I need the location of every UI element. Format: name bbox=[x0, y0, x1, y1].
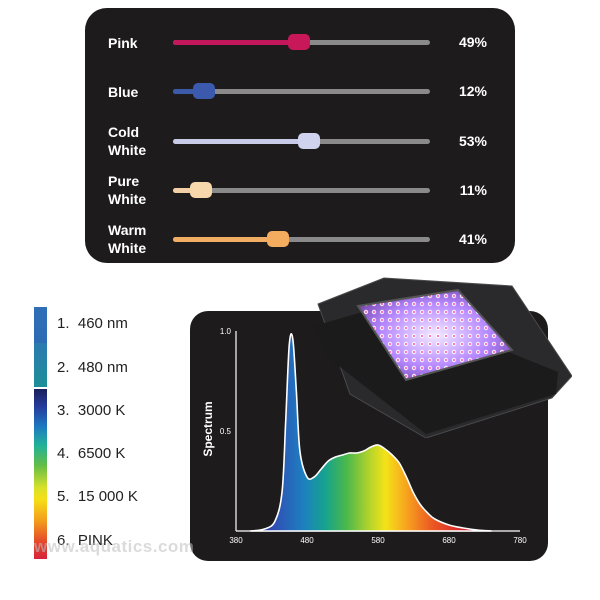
legend-item: 1. 460 nm bbox=[57, 315, 128, 332]
x-tick-label: 580 bbox=[371, 536, 385, 545]
slider-row-blue: Blue 12% bbox=[85, 83, 515, 123]
pure-white-slider[interactable] bbox=[173, 182, 430, 198]
warm-white-slider[interactable] bbox=[173, 231, 430, 247]
legend-item: 2. 480 nm bbox=[57, 359, 128, 376]
slider-row-pink: Pink 49% bbox=[85, 34, 515, 74]
legend-swatch-460nm bbox=[34, 307, 47, 343]
slider-fill bbox=[173, 139, 310, 144]
cold-white-slider[interactable] bbox=[173, 133, 430, 149]
color-channel-panel: Pink 49% Blue 12% Cold White 53% Pure Wh… bbox=[85, 8, 515, 263]
x-tick-label: 680 bbox=[442, 536, 456, 545]
legend-item: 4. 6500 K bbox=[57, 445, 125, 462]
legend-item: 3. 3000 K bbox=[57, 402, 125, 419]
slider-fill bbox=[173, 89, 204, 94]
slider-label: Pink bbox=[108, 35, 138, 51]
slider-label: Pure White bbox=[108, 173, 147, 207]
slider-label: Blue bbox=[108, 84, 139, 100]
slider-row-cold-white: Cold White 53% bbox=[85, 123, 515, 163]
legend-text: PINK bbox=[77, 532, 113, 549]
legend-text: 3000 K bbox=[77, 402, 126, 419]
legend-number: 2. bbox=[57, 359, 70, 376]
legend-number: 1. bbox=[57, 315, 70, 332]
legend-swatch-white-spectrum bbox=[34, 389, 47, 559]
slider-label: Warm White bbox=[108, 222, 147, 256]
slider-knob[interactable] bbox=[298, 133, 321, 149]
slider-row-warm-white: Warm White 41% bbox=[85, 221, 515, 261]
legend-swatch-480nm bbox=[34, 343, 47, 387]
slider-row-pure-white: Pure White 11% bbox=[85, 172, 515, 212]
spectrum-series-area bbox=[250, 333, 492, 532]
y-axis-label: Spectrum bbox=[201, 401, 215, 456]
slider-percent: 49% bbox=[458, 34, 487, 50]
led-fixture-image bbox=[314, 277, 572, 438]
slider-percent: 53% bbox=[458, 133, 487, 149]
slider-percent: 41% bbox=[458, 231, 487, 247]
slider-fill bbox=[173, 188, 202, 193]
legend-item: 6. PINK bbox=[57, 532, 113, 549]
x-tick-label: 480 bbox=[300, 536, 314, 545]
y-tick-label: 1.0 bbox=[220, 327, 232, 336]
legend-text: 15 000 K bbox=[77, 488, 138, 505]
y-tick-label: 0.5 bbox=[220, 427, 232, 436]
slider-label: Cold White bbox=[108, 124, 147, 158]
slider-fill bbox=[173, 237, 279, 242]
legend-text: 480 nm bbox=[77, 359, 128, 376]
pink-slider[interactable] bbox=[173, 34, 430, 50]
slider-knob[interactable] bbox=[190, 182, 213, 198]
slider-knob[interactable] bbox=[267, 231, 290, 247]
slider-knob[interactable] bbox=[287, 34, 310, 50]
blue-slider[interactable] bbox=[173, 83, 430, 99]
legend-text: 460 nm bbox=[77, 315, 128, 332]
spectrum-chart: 380 480 580 680 780 0.5 1.0 Spectrum bbox=[201, 327, 527, 545]
legend-number: 3. bbox=[57, 402, 70, 419]
legend-number: 5. bbox=[57, 488, 70, 505]
x-tick-label: 780 bbox=[513, 536, 527, 545]
x-tick-label: 380 bbox=[229, 536, 243, 545]
legend-number: 6. bbox=[57, 532, 70, 549]
legend-number: 4. bbox=[57, 445, 70, 462]
slider-percent: 11% bbox=[459, 182, 487, 198]
legend-item: 5. 15 000 K bbox=[57, 488, 138, 505]
legend-text: 6500 K bbox=[77, 445, 126, 462]
slider-knob[interactable] bbox=[192, 83, 215, 99]
watermark-text: www.aquatics.com bbox=[34, 537, 195, 556]
slider-percent: 12% bbox=[458, 83, 487, 99]
slider-fill bbox=[173, 40, 299, 45]
